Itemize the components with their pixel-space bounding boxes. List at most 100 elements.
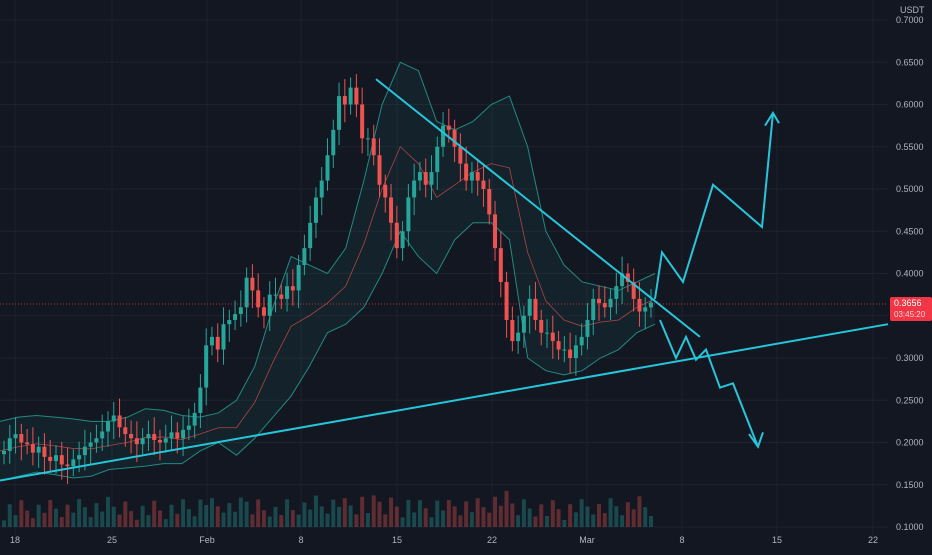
volume-bar bbox=[331, 499, 336, 527]
candle-body bbox=[631, 281, 636, 299]
candle-body bbox=[129, 434, 134, 439]
bollinger-basis bbox=[0, 146, 656, 452]
candle-body bbox=[290, 286, 295, 291]
candle-body bbox=[342, 96, 347, 105]
candle-body bbox=[579, 336, 584, 346]
volume-bar bbox=[568, 504, 573, 527]
candle-body bbox=[348, 87, 353, 105]
volume-bar bbox=[319, 506, 324, 527]
x-tick-label: 22 bbox=[868, 535, 878, 545]
projection-arrows[interactable] bbox=[654, 111, 780, 449]
candle-body bbox=[452, 129, 457, 147]
y-tick-label: 0.5000 bbox=[896, 184, 924, 194]
candle-body bbox=[88, 442, 93, 447]
volume-bar bbox=[620, 515, 625, 527]
volume-bar bbox=[308, 509, 313, 527]
volume-bar bbox=[198, 499, 203, 527]
candle-body bbox=[42, 446, 47, 457]
candle-body bbox=[7, 438, 12, 451]
trendlines[interactable] bbox=[0, 78, 889, 482]
candle-body bbox=[354, 87, 359, 105]
candle-body bbox=[2, 450, 6, 455]
candle-body bbox=[302, 248, 307, 266]
candle-body bbox=[481, 180, 486, 189]
candle-body bbox=[417, 172, 422, 181]
volume-bar bbox=[296, 514, 301, 527]
volume-bar bbox=[250, 514, 255, 527]
candle-body bbox=[377, 155, 382, 185]
candle-body bbox=[562, 349, 567, 351]
last-price-countdown: 03:45:20 bbox=[894, 310, 926, 319]
candle-body bbox=[163, 438, 168, 443]
candle-body bbox=[117, 415, 122, 428]
volume-bar bbox=[573, 512, 578, 527]
volume-bar bbox=[163, 519, 168, 527]
volume-bar bbox=[550, 500, 555, 527]
volume-bar bbox=[181, 499, 186, 527]
volume-bar bbox=[371, 495, 376, 527]
x-tick-label: 22 bbox=[487, 535, 497, 545]
candle-body bbox=[585, 319, 590, 337]
candle-body bbox=[65, 464, 70, 467]
volume-bar bbox=[406, 499, 411, 527]
bollinger-lower bbox=[0, 222, 656, 482]
candle-body bbox=[77, 455, 82, 460]
volume-bar bbox=[13, 515, 18, 527]
y-tick-label: 0.7000 bbox=[896, 15, 924, 25]
candle-body bbox=[186, 425, 191, 430]
candle-body bbox=[13, 434, 18, 439]
candle-body bbox=[521, 315, 526, 333]
candle-body bbox=[238, 307, 243, 315]
volume-bar bbox=[539, 504, 544, 527]
volume-bar bbox=[556, 509, 561, 527]
volume-bar bbox=[146, 515, 151, 527]
candle-body bbox=[493, 214, 498, 249]
volume-bar bbox=[475, 498, 480, 527]
y-axis[interactable]: 0.10000.15000.20000.25000.30000.35000.40… bbox=[896, 15, 924, 532]
candle-body bbox=[250, 277, 255, 291]
volume-bar bbox=[649, 515, 653, 527]
volume-bar bbox=[71, 512, 76, 527]
candle-body bbox=[227, 319, 232, 325]
volume-bar bbox=[637, 496, 642, 527]
volume-bar bbox=[412, 512, 417, 527]
volume-bar bbox=[19, 500, 24, 527]
bullish-arrowhead bbox=[764, 111, 780, 127]
x-tick-label: 8 bbox=[679, 535, 684, 545]
candle-body bbox=[614, 286, 619, 299]
axis-unit-label: USDT bbox=[900, 5, 925, 15]
volume-bar bbox=[545, 516, 550, 527]
y-tick-label: 0.5500 bbox=[896, 142, 924, 152]
volume-bar bbox=[394, 506, 399, 527]
volume-bar bbox=[446, 500, 451, 527]
candle-body bbox=[94, 438, 99, 443]
candle-body bbox=[360, 104, 365, 139]
candle-body bbox=[516, 332, 521, 342]
volume-bar bbox=[221, 512, 226, 527]
volume-bar bbox=[129, 511, 134, 527]
candle-body bbox=[279, 294, 284, 299]
volume-bar bbox=[30, 518, 35, 527]
volume-bar bbox=[233, 511, 238, 527]
candle-body bbox=[498, 248, 503, 282]
x-axis[interactable]: 18 25 Feb 8 15 22 Mar 8 15 22 bbox=[10, 535, 878, 545]
volume-bar bbox=[533, 516, 538, 527]
volume-bar bbox=[53, 508, 58, 527]
volume-bar bbox=[279, 515, 284, 527]
volume-bar bbox=[285, 499, 290, 527]
volume-bar bbox=[481, 507, 486, 527]
last-price-value: 0.3656 bbox=[894, 298, 922, 308]
volume-bar bbox=[360, 496, 365, 527]
candle-body bbox=[429, 172, 434, 185]
volume-bar bbox=[614, 506, 619, 527]
volume-bar bbox=[429, 517, 434, 527]
volume-bar bbox=[504, 490, 509, 527]
volume-bar bbox=[256, 499, 261, 527]
candle-body bbox=[71, 459, 76, 467]
volume-bar bbox=[342, 498, 347, 527]
x-tick-label: 15 bbox=[392, 535, 402, 545]
volume-bar bbox=[123, 501, 128, 527]
volume-bar bbox=[464, 501, 469, 527]
